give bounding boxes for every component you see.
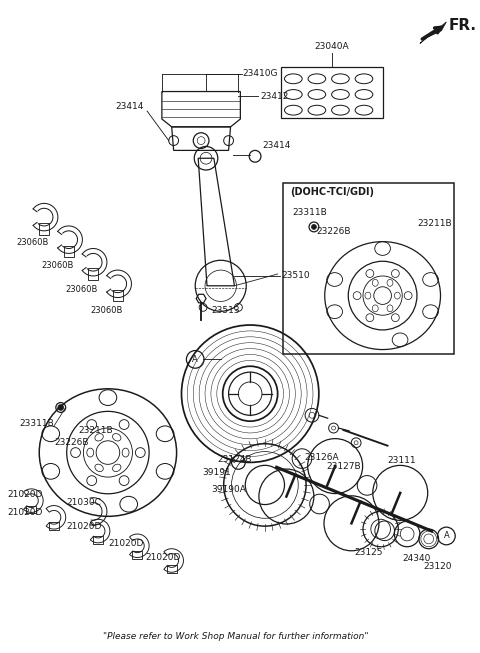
Text: FR.: FR. — [448, 18, 476, 33]
Bar — [283, 183, 454, 355]
Bar — [49, 522, 59, 530]
Text: 23226B: 23226B — [54, 438, 88, 447]
Text: 21020D: 21020D — [8, 508, 43, 517]
Text: 23127B: 23127B — [326, 462, 360, 471]
Circle shape — [312, 225, 316, 229]
Bar — [88, 268, 98, 280]
Text: 23111: 23111 — [387, 456, 416, 465]
Text: 39191: 39191 — [202, 468, 231, 477]
Text: A: A — [444, 532, 449, 541]
Text: (DOHC-TCI/GDI): (DOHC-TCI/GDI) — [290, 187, 374, 197]
Circle shape — [58, 404, 64, 411]
Text: 23226B: 23226B — [316, 227, 350, 236]
Text: 23513: 23513 — [211, 306, 240, 315]
Text: 23060B: 23060B — [90, 306, 122, 315]
Bar — [93, 536, 103, 544]
Text: 23126A: 23126A — [304, 453, 339, 462]
Bar — [281, 67, 383, 118]
Text: 21020D: 21020D — [67, 522, 102, 531]
Text: 23060B: 23060B — [17, 238, 49, 247]
Text: 23311B: 23311B — [20, 419, 54, 428]
Text: 23060B: 23060B — [41, 261, 73, 270]
Bar — [64, 246, 73, 257]
Text: "Please refer to Work Shop Manual for further information": "Please refer to Work Shop Manual for fu… — [103, 632, 368, 641]
Text: 21020D: 21020D — [108, 539, 144, 549]
Text: 23124B: 23124B — [217, 454, 252, 464]
Text: 23120: 23120 — [424, 562, 452, 571]
Text: 23211B: 23211B — [417, 219, 452, 229]
Bar — [132, 550, 142, 558]
Bar — [26, 505, 36, 513]
Text: 23412: 23412 — [260, 92, 288, 101]
Text: 23311B: 23311B — [292, 208, 327, 217]
Text: 23125: 23125 — [355, 548, 383, 557]
Polygon shape — [420, 22, 446, 44]
Text: 23414: 23414 — [262, 141, 290, 150]
Bar — [167, 565, 177, 573]
Text: 23510: 23510 — [282, 272, 310, 281]
Text: 39190A: 39190A — [211, 485, 246, 494]
Text: 23410G: 23410G — [242, 69, 278, 78]
Text: 24340: 24340 — [402, 554, 431, 563]
Bar — [39, 223, 49, 235]
Text: A: A — [192, 355, 198, 364]
Text: 23211B: 23211B — [79, 426, 113, 434]
Bar — [113, 290, 122, 302]
Text: 23414: 23414 — [116, 102, 144, 111]
Text: 21030C: 21030C — [67, 498, 102, 507]
Text: 23060B: 23060B — [66, 285, 98, 294]
Text: 23040A: 23040A — [314, 42, 349, 52]
Text: 21020D: 21020D — [145, 553, 180, 562]
Text: 21020D: 21020D — [8, 490, 43, 500]
